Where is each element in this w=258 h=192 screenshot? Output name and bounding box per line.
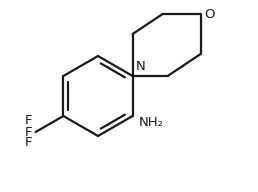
Text: F: F <box>25 137 33 150</box>
Text: F: F <box>25 114 33 127</box>
Text: N: N <box>136 60 146 73</box>
Text: F: F <box>25 126 33 138</box>
Text: O: O <box>205 7 215 21</box>
Text: NH₂: NH₂ <box>139 116 164 128</box>
